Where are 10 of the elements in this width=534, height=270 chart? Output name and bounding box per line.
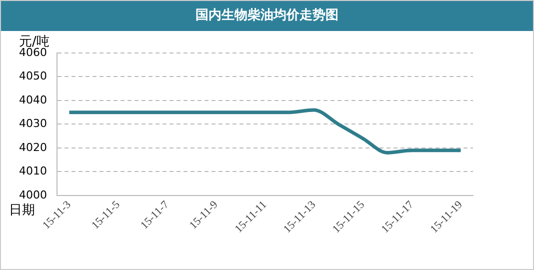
line-series (67, 108, 463, 154)
chart-title: 国内生物柴油均价走势图 (1, 1, 533, 31)
y-tick-label: 4050 (18, 70, 47, 83)
y-tick-label: 4010 (18, 164, 47, 178)
y-tick-label: 4040 (18, 93, 47, 106)
x-axis-title: 日期 (9, 202, 35, 218)
y-tick-label: 4030 (18, 117, 47, 130)
y-tick-label: 4000 (18, 188, 47, 202)
y-tick-label: 4020 (18, 140, 47, 154)
y-tick-label: 4060 (18, 46, 47, 59)
